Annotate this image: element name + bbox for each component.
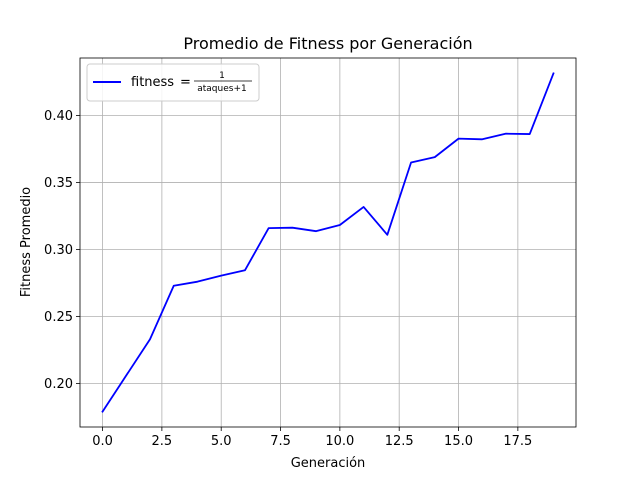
legend-fraction-numerator: 1: [219, 71, 225, 81]
x-tick-label: 5.0: [211, 434, 232, 449]
legend-label-equals: =: [180, 75, 191, 90]
axis-ticks: 0.0 2.5 5.0 7.5 10.0 12.5 15.0 17.5 0.20 0.25 0.30…: [44, 109, 532, 449]
x-tick-label: 17.5: [503, 434, 532, 449]
legend-box: [86, 63, 260, 102]
y-tick-label: 0.35: [44, 176, 73, 191]
x-tick-label: 7.5: [270, 434, 291, 449]
legend-fraction-denominator: ataques+1: [197, 84, 246, 94]
y-tick-label: 0.25: [44, 310, 73, 325]
x-tick-label: 0.0: [92, 434, 113, 449]
chart-title: Promedio de Fitness por Generación: [183, 34, 472, 53]
y-axis-label: Fitness Promedio: [19, 187, 34, 297]
series-layer: [101, 72, 555, 413]
x-tick-label: 2.5: [152, 434, 173, 449]
x-tick-label: 15.0: [444, 434, 473, 449]
x-axis-label: Generación: [291, 456, 366, 471]
plot-frame: [79, 57, 577, 428]
series-line-fitness: [101, 72, 555, 413]
x-tick-label: 12.5: [385, 434, 414, 449]
legend: fitness = 1 ataques+1: [86, 63, 260, 102]
y-tick-label: 0.20: [44, 377, 73, 392]
y-tick-label: 0.40: [44, 109, 73, 124]
grid-lines: [80, 58, 576, 427]
x-tick-label: 10.0: [325, 434, 354, 449]
legend-label-lhs: fitness: [131, 75, 174, 90]
y-tick-label: 0.30: [44, 243, 73, 258]
